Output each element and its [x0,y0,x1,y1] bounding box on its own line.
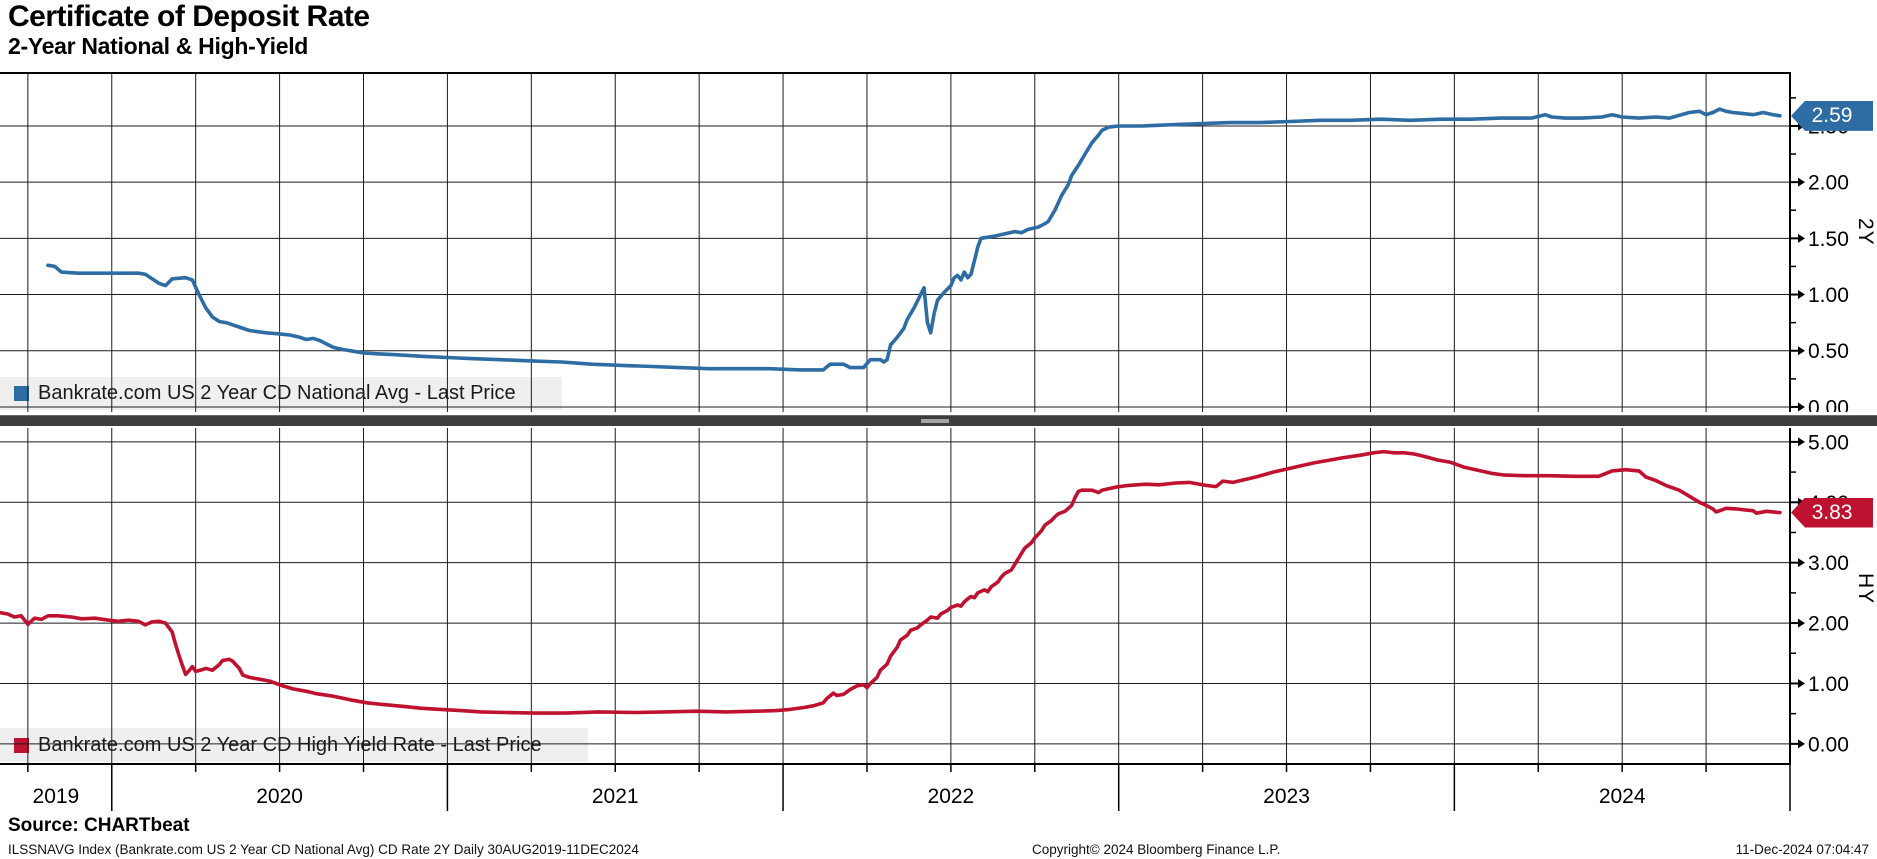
national-series-line [46,107,1782,372]
y-axis-labels: 0.001.002.003.004.005.00 [1790,431,1849,756]
footer-copyright: Copyright© 2024 Bloomberg Finance L.P. [1032,842,1281,857]
axis-title-2y: 2Y [1854,218,1877,246]
high-yield-series-marker-icon [14,737,29,753]
axis-title-hy: HY [1854,572,1877,604]
legend-national-label: Bankrate.com US 2 Year CD National Avg -… [38,382,516,404]
footer-timestamp: 11-Dec-2024 07:04:47 [1735,842,1869,857]
divider-handle-icon[interactable] [921,419,949,423]
page-title: Certificate of Deposit Rate [8,0,370,33]
svg-text:0.00: 0.00 [1808,396,1849,412]
svg-text:2020: 2020 [256,785,303,808]
svg-text:2019: 2019 [33,785,80,808]
svg-text:1.50: 1.50 [1808,228,1849,251]
gridlines [0,72,1790,412]
footer-description: ILSSNAVG Index (Bankrate.com US 2 Year C… [8,842,639,857]
svg-text:2.00: 2.00 [1808,172,1849,195]
svg-text:3.00: 3.00 [1808,552,1849,575]
high-yield-pane: Bankrate.com US 2 Year CD High Yield Rat… [0,428,1877,765]
svg-text:0.50: 0.50 [1808,340,1849,363]
high-yield-last-price-tag: 3.83 [1791,497,1873,528]
pane-divider[interactable] [0,415,1877,426]
source-label: Source: CHARTbeat [8,815,190,836]
svg-text:2.00: 2.00 [1808,613,1849,636]
national-chart-canvas[interactable]: 0.000.501.001.502.002.50 [0,72,1877,412]
svg-text:2023: 2023 [1263,785,1310,808]
svg-text:2024: 2024 [1599,785,1646,808]
high_yield-series-line [0,449,1782,715]
svg-text:2022: 2022 [928,785,975,808]
page-subtitle: 2-Year National & High-Yield [8,33,309,59]
y-axis-labels: 0.000.501.001.502.002.50 [1790,97,1849,412]
national-last-price-tag: 2.59 [1791,100,1873,131]
svg-text:1.00: 1.00 [1808,673,1849,696]
legend-high-yield[interactable]: Bankrate.com US 2 Year CD High Yield Rat… [0,728,588,762]
svg-text:0.00: 0.00 [1808,733,1849,756]
legend-high-yield-label: Bankrate.com US 2 Year CD High Yield Rat… [38,733,542,756]
svg-text:2021: 2021 [592,785,639,808]
svg-text:5.00: 5.00 [1808,431,1849,454]
national-pane: Bankrate.com US 2 Year CD National Avg -… [0,72,1877,412]
x-axis: 2019 2020 2021 2022 2023 2024 [27,765,1791,811]
national-series-marker-icon [14,386,29,401]
svg-text:1.00: 1.00 [1808,284,1849,307]
x-axis-year-labels: 2019 2020 2021 2022 2023 2024 [33,785,1646,808]
gridlines [0,428,1790,765]
high-yield-chart-canvas[interactable]: 0.001.002.003.004.005.00 [0,428,1877,765]
legend-national[interactable]: Bankrate.com US 2 Year CD National Avg -… [0,377,562,410]
